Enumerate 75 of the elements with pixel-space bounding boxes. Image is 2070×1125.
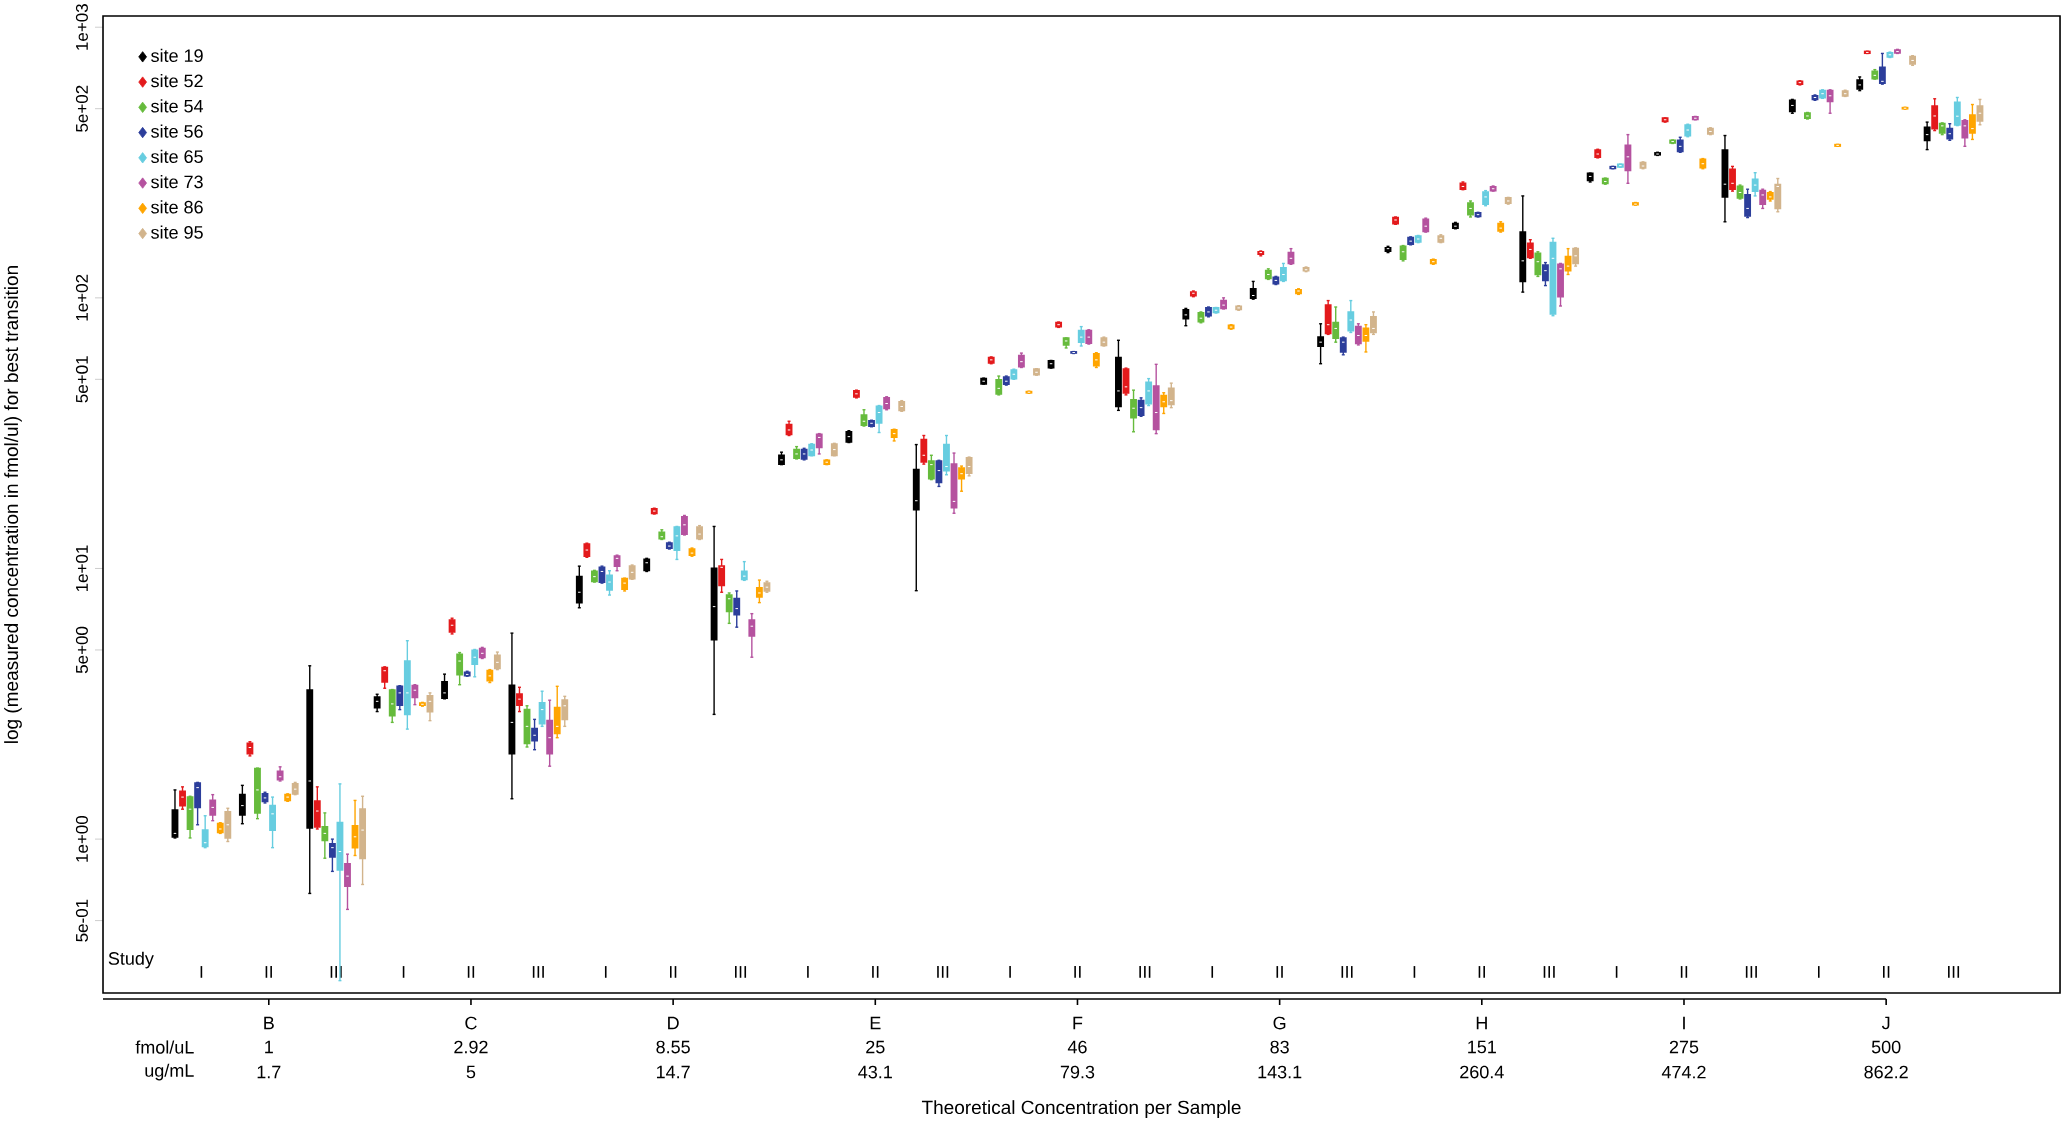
text: I bbox=[1683, 1016, 1685, 1030]
x-tick-label: III bbox=[1139, 966, 1151, 978]
text: 14.7 bbox=[656, 1065, 690, 1079]
legend-label: site 95 bbox=[151, 225, 203, 239]
x-tick-label: III bbox=[330, 966, 342, 978]
text: J bbox=[1881, 1016, 1890, 1030]
text: G bbox=[1273, 1016, 1286, 1030]
y-tick-label: 1e+01 bbox=[75, 545, 88, 592]
legend-label: site 19 bbox=[151, 48, 203, 63]
text: 275 bbox=[1669, 1040, 1699, 1054]
x-tick-label: I bbox=[1615, 966, 1618, 978]
legend-label: site 73 bbox=[151, 175, 203, 189]
text: H bbox=[1476, 1016, 1487, 1030]
y-tick-label: 1e+03 bbox=[75, 4, 88, 50]
text: F bbox=[1073, 1016, 1083, 1030]
text: D bbox=[668, 1016, 679, 1030]
text: 151 bbox=[1468, 1040, 1496, 1054]
x-tick-label: I bbox=[807, 966, 809, 978]
y-tick-label: 5e-01 bbox=[75, 899, 88, 942]
text: C bbox=[465, 1016, 477, 1030]
x-tick-label: I bbox=[1211, 966, 1214, 978]
x-tick-label: I bbox=[604, 966, 607, 978]
x-tick-label: III bbox=[1543, 966, 1555, 978]
x-tick-label: II bbox=[872, 966, 879, 978]
x-tick-label: III bbox=[1341, 966, 1353, 978]
legend-label: site 65 bbox=[151, 149, 203, 164]
text: 46 bbox=[1067, 1040, 1087, 1054]
y-axis-title: log (measured concentration in fmol/ul) for best transition bbox=[4, 266, 22, 743]
legend-label: site 54 bbox=[151, 99, 204, 113]
x-tick-label: II bbox=[265, 966, 272, 978]
x-tick-label: III bbox=[1948, 966, 1960, 978]
x-tick-label: III bbox=[937, 966, 949, 978]
text: 143.1 bbox=[1258, 1065, 1302, 1079]
x-tick-label: III bbox=[1745, 966, 1757, 978]
text: ug/mL bbox=[145, 1063, 194, 1081]
x-tick-label: I bbox=[1009, 966, 1011, 978]
text: 260.4 bbox=[1460, 1065, 1504, 1079]
x-tick-label: II bbox=[1276, 966, 1283, 978]
y-tick-label: 5e+02 bbox=[75, 85, 88, 132]
x-tick-label: I bbox=[200, 966, 203, 978]
x-tick-label: III bbox=[532, 966, 544, 978]
text: fmol/uL bbox=[135, 1040, 194, 1054]
legend-label: site 52 bbox=[151, 74, 203, 88]
x-tick-label: II bbox=[1478, 966, 1485, 978]
text: Theoretical Concentration per Sample bbox=[921, 1100, 1241, 1118]
text: 83 bbox=[1270, 1040, 1289, 1054]
text: 43.1 bbox=[858, 1065, 892, 1079]
x-tick-label: II bbox=[1883, 966, 1890, 978]
text: 79.3 bbox=[1060, 1065, 1095, 1079]
y-tick-label: 1e+02 bbox=[75, 274, 88, 321]
legend-label: site 86 bbox=[151, 200, 203, 214]
text: 474.2 bbox=[1661, 1065, 1706, 1079]
text: 1 bbox=[265, 1040, 273, 1054]
text: 2.92 bbox=[454, 1040, 488, 1054]
text: B bbox=[264, 1016, 274, 1030]
x-tick-label: II bbox=[467, 966, 475, 978]
y-tick-label: 5e+01 bbox=[75, 356, 88, 403]
x-tick-label: I bbox=[402, 966, 405, 978]
x-tick-label: I bbox=[1817, 966, 1820, 978]
text: 5 bbox=[466, 1065, 476, 1079]
legend-label: site 56 bbox=[151, 124, 203, 138]
y-tick-label: 1e+00 bbox=[75, 815, 88, 862]
y-tick-label: 5e+00 bbox=[75, 626, 88, 674]
x-tick-label: II bbox=[1680, 966, 1688, 978]
text: Study bbox=[108, 951, 154, 969]
text: E bbox=[870, 1016, 881, 1030]
text: 862.2 bbox=[1864, 1065, 1908, 1079]
x-tick-label: II bbox=[1074, 966, 1081, 978]
text: 8.55 bbox=[656, 1040, 690, 1054]
text: 500 bbox=[1871, 1040, 1901, 1054]
x-tick-label: II bbox=[669, 966, 677, 978]
text: 1.7 bbox=[257, 1065, 281, 1079]
x-tick-label: I bbox=[1413, 966, 1416, 978]
x-tick-label: III bbox=[735, 966, 747, 978]
text: 25 bbox=[866, 1040, 885, 1054]
